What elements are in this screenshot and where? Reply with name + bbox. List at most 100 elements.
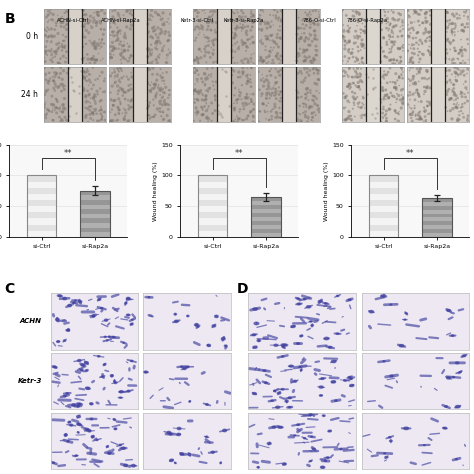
Point (83, 73, 91, 80)
Point (164, 36, 172, 44)
Point (145, 80, 152, 88)
Point (118, 49, 126, 56)
Point (395, 108, 403, 115)
Point (144, 105, 151, 112)
Point (314, 102, 321, 109)
Point (409, 75, 417, 83)
Circle shape (383, 361, 385, 362)
Point (52, 95, 60, 103)
Point (51, 74, 59, 82)
Point (146, 115, 153, 122)
Circle shape (67, 440, 69, 442)
Text: **: ** (64, 148, 73, 157)
Point (264, 89, 272, 97)
Point (116, 15, 124, 23)
Point (392, 109, 400, 117)
Point (114, 82, 121, 90)
Point (43, 37, 51, 45)
Point (230, 9, 238, 17)
Point (60, 53, 67, 60)
Point (55, 73, 63, 81)
Point (445, 9, 452, 17)
Point (346, 38, 353, 46)
Point (120, 41, 128, 49)
Point (406, 67, 413, 74)
Point (393, 95, 401, 103)
Point (408, 54, 416, 62)
Point (42, 76, 50, 83)
Bar (133, 9, 147, 64)
Point (201, 34, 209, 41)
Point (115, 87, 122, 94)
Point (247, 55, 255, 62)
Point (159, 93, 167, 100)
Point (82, 60, 90, 67)
Point (406, 89, 414, 96)
Point (306, 67, 314, 74)
Circle shape (324, 337, 329, 340)
Point (308, 31, 315, 38)
Circle shape (86, 387, 90, 390)
Point (43, 87, 51, 94)
Point (246, 75, 254, 83)
Point (301, 91, 309, 98)
Point (395, 72, 403, 80)
Point (206, 84, 214, 91)
Bar (422, 206, 452, 210)
Point (448, 28, 456, 36)
Point (346, 99, 353, 106)
Point (51, 87, 59, 94)
Point (266, 36, 273, 44)
Point (464, 89, 472, 96)
Point (339, 57, 347, 64)
Point (58, 43, 66, 50)
Point (57, 64, 64, 71)
Circle shape (68, 421, 71, 423)
Point (380, 6, 388, 13)
Point (460, 27, 467, 35)
Bar (251, 205, 281, 209)
Point (206, 9, 214, 16)
Point (407, 25, 415, 32)
Point (230, 31, 238, 39)
Point (424, 47, 432, 55)
Point (100, 26, 108, 33)
Point (41, 26, 48, 33)
Circle shape (459, 372, 461, 373)
Point (193, 111, 201, 118)
Point (164, 106, 172, 113)
Point (408, 111, 416, 118)
Point (341, 33, 348, 41)
Point (346, 25, 353, 32)
Point (458, 100, 466, 108)
Point (87, 115, 95, 122)
Point (250, 106, 257, 113)
Point (307, 57, 314, 65)
Point (422, 83, 430, 91)
Point (306, 30, 313, 37)
Point (243, 115, 250, 123)
Bar (27, 219, 56, 225)
Point (84, 55, 92, 63)
Point (355, 83, 362, 91)
Point (79, 22, 87, 30)
Point (94, 91, 101, 98)
Point (116, 110, 123, 118)
Circle shape (188, 453, 191, 456)
Point (48, 92, 56, 100)
Point (349, 12, 357, 20)
Point (192, 104, 200, 112)
Point (274, 26, 282, 34)
Point (123, 8, 130, 15)
Point (264, 77, 272, 84)
Point (191, 85, 199, 93)
Point (353, 32, 361, 40)
Point (126, 55, 133, 63)
Point (399, 85, 407, 93)
Text: C: C (5, 282, 15, 296)
Point (268, 116, 275, 123)
Point (396, 46, 404, 53)
Bar (251, 201, 281, 205)
Point (313, 81, 320, 88)
Point (61, 105, 69, 113)
